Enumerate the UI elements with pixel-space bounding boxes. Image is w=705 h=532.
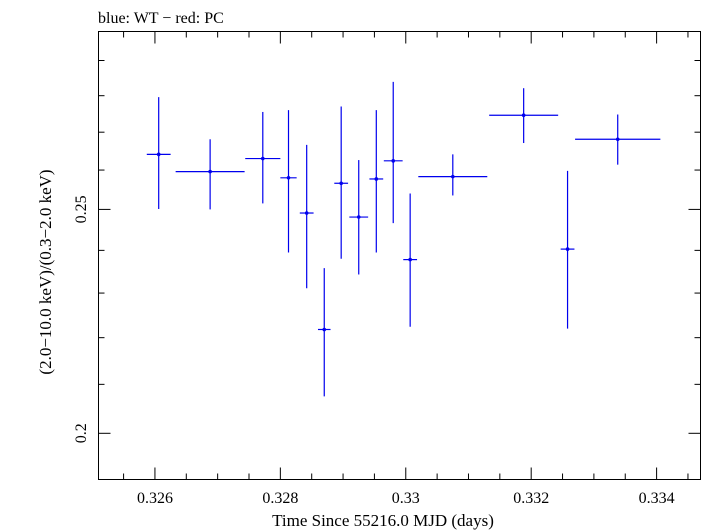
point-marker (322, 327, 327, 332)
point-marker (521, 113, 526, 118)
point-marker (391, 159, 396, 163)
data-point (560, 170, 575, 329)
point-marker (286, 176, 291, 180)
data-point (146, 97, 171, 210)
point-marker (208, 169, 212, 174)
chart-title: blue: WT − red: PC (98, 10, 224, 27)
data-point (383, 81, 403, 224)
data-point (245, 111, 281, 204)
point-marker (304, 211, 309, 215)
y-tick-label: 0.2 (73, 423, 90, 443)
point-marker (339, 181, 343, 186)
y-axis-label: (2.0−10.0 keV)/(0.3−2.0 keV) (36, 169, 55, 374)
point-marker (260, 156, 265, 161)
data-point (489, 88, 559, 144)
point-marker (451, 174, 455, 179)
x-tick-label: 0.326 (137, 490, 173, 507)
point-marker (615, 137, 620, 142)
data-point (349, 160, 369, 275)
data-point (334, 106, 349, 259)
data-point (280, 110, 297, 253)
data-point (369, 110, 384, 253)
x-tick-label: 0.33 (392, 490, 420, 507)
plot-frame (98, 31, 701, 480)
point-marker (565, 247, 570, 251)
x-tick-label: 0.334 (639, 490, 675, 507)
data-point (418, 154, 488, 196)
point-marker (408, 257, 412, 262)
point-marker (374, 177, 379, 181)
data-point (403, 193, 418, 327)
point-marker (356, 215, 361, 219)
data-point (317, 268, 331, 397)
y-tick-label: 0.25 (73, 195, 90, 223)
data-point (175, 139, 245, 210)
series-layer (146, 81, 661, 397)
data-point (575, 114, 661, 165)
x-tick-label: 0.332 (513, 490, 549, 507)
point-marker (156, 152, 161, 157)
x-tick-label: 0.328 (262, 490, 298, 507)
x-axis-label: Time Since 55216.0 MJD (days) (272, 511, 494, 530)
ticks-layer: 0.326 0.328 0.33 0.332 0.334 0.2 0.25 (73, 31, 701, 507)
data-point (299, 144, 314, 289)
